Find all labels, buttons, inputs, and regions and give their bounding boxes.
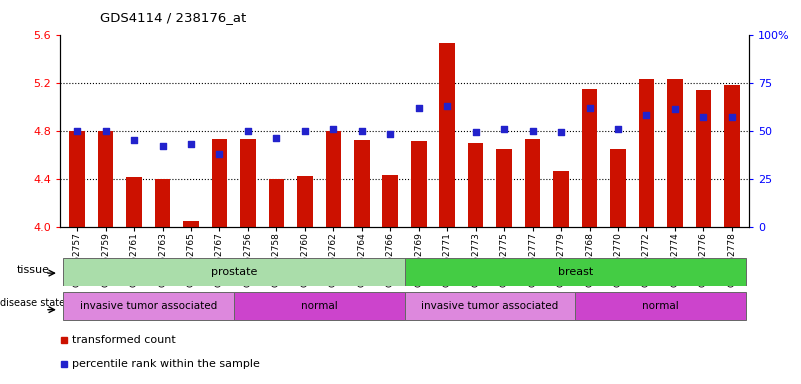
Text: disease state: disease state xyxy=(1,298,66,308)
Bar xyxy=(667,79,682,227)
Bar xyxy=(724,85,739,227)
Text: transformed count: transformed count xyxy=(72,335,176,345)
Bar xyxy=(382,175,398,227)
Point xyxy=(327,126,340,132)
Point xyxy=(526,127,539,134)
Point xyxy=(156,143,169,149)
Bar xyxy=(211,139,227,227)
Bar xyxy=(405,293,575,320)
Point xyxy=(299,127,312,134)
Bar xyxy=(63,293,234,320)
Point xyxy=(413,104,425,111)
Bar xyxy=(297,176,312,227)
Text: prostate: prostate xyxy=(211,266,257,277)
Bar xyxy=(268,179,284,227)
Text: breast: breast xyxy=(557,266,593,277)
Text: percentile rank within the sample: percentile rank within the sample xyxy=(72,359,260,369)
Point xyxy=(497,126,510,132)
Text: normal: normal xyxy=(642,301,679,311)
Point xyxy=(612,126,625,132)
Point xyxy=(554,129,567,136)
Bar xyxy=(695,90,711,227)
Text: tissue: tissue xyxy=(17,265,50,275)
Point xyxy=(726,114,739,120)
Bar xyxy=(155,179,171,227)
Point xyxy=(270,135,283,141)
Text: GDS4114 / 238176_at: GDS4114 / 238176_at xyxy=(100,12,247,25)
Point xyxy=(356,127,368,134)
Point xyxy=(242,127,255,134)
Point xyxy=(469,129,482,136)
Bar xyxy=(553,171,569,227)
Bar xyxy=(525,139,541,227)
Point xyxy=(384,131,396,137)
Bar xyxy=(468,142,484,227)
Text: normal: normal xyxy=(300,301,337,311)
Bar xyxy=(405,258,746,286)
Text: invasive tumor associated: invasive tumor associated xyxy=(79,301,217,311)
Point xyxy=(184,141,197,147)
Point xyxy=(441,103,453,109)
Bar xyxy=(127,177,142,227)
Bar xyxy=(440,43,455,227)
Point xyxy=(70,127,83,134)
Bar xyxy=(497,149,512,227)
Bar xyxy=(610,149,626,227)
Bar xyxy=(325,131,341,227)
Text: invasive tumor associated: invasive tumor associated xyxy=(421,301,558,311)
Point xyxy=(640,112,653,118)
Bar xyxy=(63,258,405,286)
Bar xyxy=(411,141,427,227)
Point xyxy=(127,137,140,143)
Bar xyxy=(234,293,405,320)
Point xyxy=(583,104,596,111)
Bar xyxy=(183,220,199,227)
Point xyxy=(99,127,112,134)
Bar xyxy=(638,79,654,227)
Point xyxy=(669,106,682,113)
Bar xyxy=(98,131,114,227)
Bar xyxy=(582,89,598,227)
Bar xyxy=(70,131,85,227)
Bar xyxy=(575,293,746,320)
Bar xyxy=(240,139,256,227)
Bar xyxy=(354,140,369,227)
Point xyxy=(213,151,226,157)
Point xyxy=(697,114,710,120)
